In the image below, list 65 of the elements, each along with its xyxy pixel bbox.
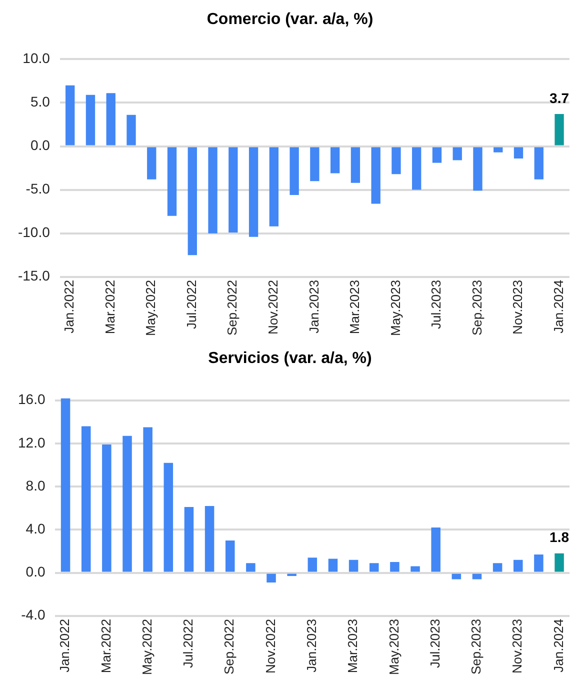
x-tick-label: May.2022 — [139, 618, 154, 676]
y-tick-label: 8.0 — [26, 477, 46, 494]
y-tick-label: 12.0 — [18, 434, 46, 450]
x-tick-label: Jul.2022 — [184, 280, 199, 330]
x-tick-label: Nov.2022 — [262, 618, 278, 674]
x-tick-label: May.2023 — [386, 618, 402, 676]
data-label: 1.8 — [550, 529, 570, 546]
x-tick-label: Jan.2022 — [57, 618, 72, 672]
y-tick-label: 10.0 — [22, 50, 50, 66]
x-tick-label: Nov.2023 — [510, 618, 525, 674]
bar — [514, 560, 523, 572]
bar — [410, 566, 420, 572]
x-tick-label: Mar.2022 — [98, 618, 114, 674]
bar — [328, 558, 338, 572]
x-tick-label: Sep.2023 — [468, 618, 484, 675]
bar — [390, 562, 400, 572]
x-tick-label: Nov.2023 — [510, 280, 526, 335]
x-tick-label: Jan.2023 — [304, 618, 319, 672]
bar — [534, 554, 544, 572]
bar — [308, 558, 318, 572]
bar — [143, 427, 152, 572]
x-tick-label: Mar.2022 — [102, 280, 118, 334]
x-tick-label: Sep.2023 — [469, 280, 484, 336]
x-tick-label: Jul.2023 — [428, 280, 444, 330]
y-tick-label: 5.0 — [30, 94, 50, 110]
x-tick-label: Sep.2022 — [222, 618, 237, 675]
bar — [122, 436, 132, 572]
bar — [554, 553, 564, 572]
bar — [266, 574, 276, 582]
y-tick-label: 4.0 — [26, 520, 46, 537]
y-tick-label: 0.0 — [26, 564, 46, 580]
bar — [102, 444, 112, 572]
bar — [369, 563, 379, 572]
bar — [225, 540, 235, 572]
y-tick-label: 0.0 — [30, 137, 50, 154]
x-tick-label: Jul.2023 — [427, 618, 442, 668]
bar — [184, 507, 194, 572]
bar — [81, 426, 91, 572]
x-tick-label: Jan.2024 — [550, 280, 566, 334]
bar — [287, 574, 296, 576]
bar — [60, 398, 70, 572]
data-label: 3.7 — [550, 90, 570, 106]
x-tick-label: Nov.2022 — [266, 280, 281, 335]
bar — [348, 560, 358, 572]
bar — [246, 563, 256, 572]
bar — [431, 528, 440, 572]
y-tick-label: -5.0 — [26, 180, 50, 197]
chart-title: Comercio (var. a/a, %) — [206, 11, 374, 28]
x-tick-label: May.2022 — [143, 280, 158, 336]
y-tick-label: -4.0 — [21, 606, 46, 623]
bar — [492, 563, 502, 572]
y-tick-label: -10.0 — [18, 224, 50, 240]
bar — [204, 506, 214, 572]
x-tick-label: Jan.2023 — [306, 280, 322, 334]
x-tick-label: May.2023 — [388, 280, 403, 336]
x-tick-label: Mar.2023 — [345, 618, 360, 674]
x-tick-label: Jan.2024 — [550, 618, 566, 672]
chart-title: Servicios (var. a/a, %) — [208, 350, 372, 368]
x-tick-label: Sep.2022 — [224, 280, 240, 336]
x-tick-label: Jul.2022 — [180, 618, 196, 668]
y-tick-label: -15.0 — [18, 268, 50, 284]
y-tick-label: 16.0 — [18, 391, 46, 408]
bar — [164, 462, 174, 572]
x-tick-label: Jan.2022 — [62, 280, 77, 334]
x-tick-label: Mar.2023 — [347, 280, 362, 334]
